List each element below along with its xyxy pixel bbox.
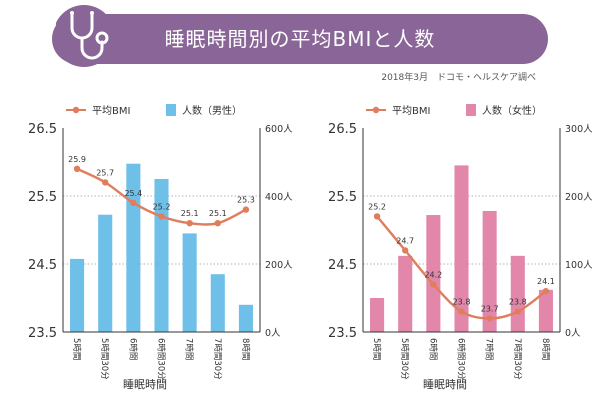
x-tick-label: 8時間 [540, 338, 550, 360]
legend: 平均BMI 人数（女性） [366, 104, 542, 117]
y-right-tick-label: 300人 [565, 124, 593, 135]
stethoscope-icon [56, 5, 115, 67]
bmi-point [542, 288, 550, 295]
bar [238, 304, 253, 332]
x-tick-label: 6時間 [427, 338, 437, 360]
x-axis-title: 睡眠時間 [123, 378, 167, 391]
bmi-data-label: 23.8 [509, 298, 527, 307]
bar [398, 255, 413, 332]
bmi-point [514, 308, 521, 315]
bmi-point [402, 247, 409, 254]
bar [98, 214, 113, 332]
bar [182, 233, 197, 332]
y-left-tick-label: 23.5 [328, 326, 357, 341]
bmi-data-label: 23.8 [453, 298, 471, 307]
title-banner: 睡眠時間別の平均BMIと人数 [52, 14, 548, 64]
bmi-point [186, 220, 193, 227]
x-tick-label: 7時間30分 [512, 338, 522, 380]
bmi-data-label: 25.1 [209, 209, 227, 218]
y-right-tick-label: 100人 [565, 260, 593, 271]
x-tick-label: 6時間 [127, 338, 137, 360]
bar [510, 255, 525, 332]
y-right-tick-label: 400人 [265, 192, 293, 203]
y-right-tick-label: 200人 [565, 192, 593, 203]
legend-line-label: 平均BMI [92, 105, 130, 117]
bmi-data-label: 25.7 [96, 168, 114, 177]
x-tick-label: 8時間 [240, 338, 250, 360]
bar [454, 165, 469, 332]
legend-bar-swatch [466, 104, 476, 116]
bar [210, 274, 225, 332]
bmi-point [430, 281, 437, 288]
bmi-point [214, 220, 221, 227]
legend-line-marker [372, 106, 380, 114]
y-left-tick-label: 24.5 [28, 258, 57, 273]
female-chart-panel: 平均BMI 人数（女性） 26.5 25.5 24.5 23.5 300人 200人 100人 0… [300, 82, 600, 400]
bmi-data-label: 25.3 [237, 196, 255, 205]
x-tick-label: 5時間30分 [399, 338, 409, 380]
legend-bar-swatch [166, 104, 176, 116]
bmi-point [458, 308, 465, 315]
legend-bar-label: 人数（男性） [182, 104, 242, 117]
bmi-point [373, 213, 381, 220]
x-tick-label: 5時間30分 [99, 338, 109, 380]
y-left-tick-label: 25.5 [328, 190, 357, 205]
bmi-data-label: 24.1 [537, 277, 555, 286]
y-right-tick-label: 0人 [565, 328, 581, 339]
bmi-point [102, 179, 109, 186]
y-left-tick-label: 26.5 [328, 122, 357, 137]
x-tick-label: 6時間30分 [156, 338, 166, 380]
bmi-data-label: 25.4 [124, 189, 142, 198]
x-tick-label: 5時間 [371, 338, 381, 360]
y-right-tick-label: 200人 [265, 260, 293, 271]
bar [426, 215, 441, 332]
y-left-tick-label: 24.5 [328, 258, 357, 273]
x-axis-title: 睡眠時間 [423, 378, 467, 391]
bmi-data-label: 24.7 [396, 236, 414, 245]
bmi-point [486, 315, 493, 322]
bmi-data-label: 25.9 [68, 155, 86, 164]
y-left-tick-label: 26.5 [28, 122, 57, 137]
legend: 平均BMI 人数（男性） [66, 104, 242, 117]
x-tick-label: 6時間30分 [456, 338, 466, 380]
bar [482, 210, 497, 332]
bmi-data-label: 24.2 [424, 270, 442, 279]
bmi-data-label: 25.2 [153, 202, 171, 211]
bmi-data-label: 23.7 [481, 304, 499, 313]
bmi-data-label: 25.1 [181, 209, 199, 218]
bar [370, 298, 385, 332]
y-right-tick-label: 0人 [265, 328, 281, 339]
y-left-tick-label: 23.5 [28, 326, 57, 341]
female-bmi-chart: 平均BMI 人数（女性） 26.5 25.5 24.5 23.5 300人 200人 100人 0… [328, 104, 593, 391]
page-title: 睡眠時間別の平均BMIと人数 [164, 27, 436, 51]
bar [70, 258, 85, 332]
male-bmi-chart: 平均BMI 人数（男性） 26.5 25.5 24.5 23.5 600人 400人 200人 0… [28, 104, 293, 391]
bmi-point [130, 199, 137, 206]
bmi-point [242, 206, 250, 213]
x-tick-label: 7時間30分 [212, 338, 222, 380]
male-chart-panel: 平均BMI 人数（男性） 26.5 25.5 24.5 23.5 600人 400人 200人 0… [0, 82, 300, 400]
y-right-tick-label: 600人 [265, 124, 293, 135]
legend-bar-label: 人数（女性） [482, 104, 542, 117]
bmi-point [158, 213, 165, 220]
y-left-tick-label: 25.5 [28, 190, 57, 205]
x-tick-label: 5時間 [71, 338, 81, 360]
bar [538, 289, 553, 332]
x-tick-label: 7時間 [184, 338, 194, 360]
source-note: 2018年3月 ドコモ・ヘルスケア調べ [381, 73, 536, 83]
x-tick-label: 7時間 [484, 338, 494, 360]
bmi-point [73, 165, 81, 172]
legend-line-marker [72, 106, 80, 114]
legend-line-label: 平均BMI [392, 105, 430, 117]
bmi-data-label: 25.2 [368, 202, 386, 211]
